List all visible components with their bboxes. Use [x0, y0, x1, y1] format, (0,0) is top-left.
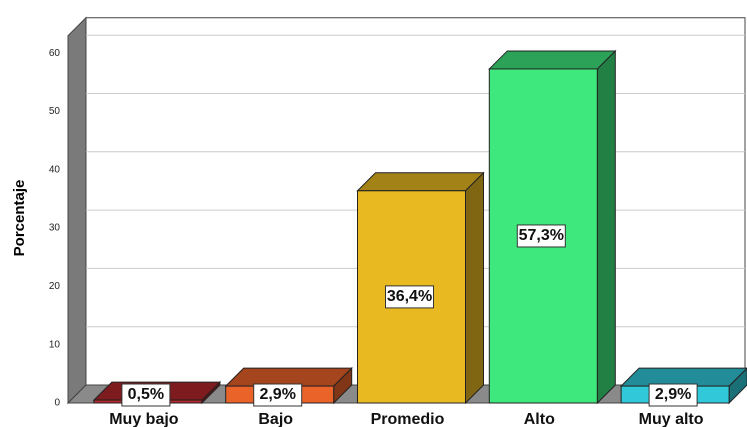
bar-top	[224, 367, 353, 387]
bar-top	[488, 50, 617, 70]
bar-side	[465, 171, 484, 405]
value-label-box	[516, 224, 566, 248]
value-label: 2,9%	[259, 386, 295, 403]
value-label: 57,3%	[519, 227, 564, 244]
x-tick-label: Alto	[524, 411, 555, 427]
bar-top	[356, 172, 485, 192]
value-label: 0,5%	[128, 386, 164, 403]
value-label: 36,4%	[387, 288, 432, 305]
x-tick-label: Bajo	[258, 411, 293, 427]
value-label-box	[253, 383, 303, 407]
x-tick-label: Muy bajo	[109, 411, 179, 427]
y-tick-label: 40	[49, 164, 61, 175]
value-label: 2,9%	[655, 386, 691, 403]
y-tick-label: 50	[49, 106, 61, 117]
side-wall	[67, 16, 87, 405]
value-label-box	[648, 383, 698, 407]
y-tick-label: 10	[49, 339, 61, 350]
bar-side	[596, 49, 616, 405]
x-tick-label: Muy alto	[639, 411, 704, 427]
y-tick-label: 20	[49, 281, 61, 292]
y-tick-label: 0	[54, 398, 60, 409]
y-axis-label: Porcentaje	[11, 180, 28, 257]
y-tick-label: 30	[49, 223, 61, 234]
bar-top	[619, 367, 747, 387]
value-label-box	[385, 285, 434, 309]
value-label-box	[121, 383, 171, 407]
x-tick-label: Promedio	[371, 411, 445, 427]
y-tick-label: 60	[49, 48, 61, 59]
